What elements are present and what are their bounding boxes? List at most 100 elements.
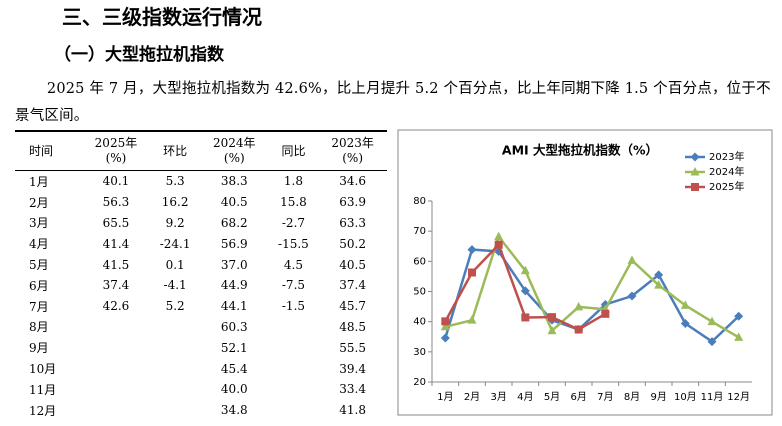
legend-label: 2024年 [709,165,744,178]
table-cell: 60.3 [220,319,248,334]
table-row: 12月 34.8 41.8 [15,400,387,421]
table-cell: 44.9 [220,278,248,293]
table-cell: 33.4 [339,382,366,397]
marker [574,325,583,334]
table-cell: 1.8 [283,174,303,189]
table-cell: 12月 [29,403,57,418]
header-cell: 2024年 (%) [199,130,269,171]
table-cell: 16.2 [161,195,189,210]
marker [440,321,450,331]
y-tick-label: 30 [413,347,426,358]
table-cell [150,317,200,338]
table-cell: 45.7 [339,299,366,314]
marker [691,183,699,191]
y-tick-label: 20 [413,377,426,388]
table-cell: 8月 [29,320,49,335]
table-cell: 5.2 [165,299,185,314]
table-cell: -7.5 [281,278,306,293]
header-cell: 时间 [15,130,82,171]
table-cell: 9.2 [165,215,185,230]
header-cell: 2025年 (%) [81,130,151,171]
table-cell: 11月 [29,382,57,397]
table-cell: 34.8 [220,403,248,418]
marker [627,255,637,264]
table-cell: 48.5 [339,319,366,334]
table-cell: 2月 [29,195,49,210]
marker [654,280,664,289]
marker [680,300,690,309]
data-table: 时间 2025年 (%) 环比 2024年 (%) 同比 2023年 (%) 1月 40.1 5… [15,130,387,421]
table-cell: 40.1 [102,174,130,189]
table-cell: 39.4 [339,361,366,376]
table-cell [269,317,319,338]
marker [547,325,557,335]
table-cell: 6月 [29,278,49,293]
y-tick-label: 70 [413,226,426,237]
table-cell: 52.1 [220,340,248,355]
x-tick-label: 11月 [701,391,724,403]
table-row: 4月 41.4 -24.1 56.9 -15.5 50.2 [15,233,387,254]
table-cell: 63.9 [339,195,366,210]
marker [707,316,717,326]
marker [690,152,700,162]
y-tick-label: 40 [413,317,426,328]
paragraph: 2025 年 7 月，大型拖拉机指数为 42.6%，比上月提升 5.2 个百分点… [15,81,771,124]
table-cell: 50.2 [339,236,366,251]
table-cell: 7月 [29,299,49,314]
x-tick-label: 7月 [597,391,613,403]
table-cell: 68.2 [220,215,248,230]
table-cell [82,379,151,400]
table-cell [150,379,200,400]
x-tick-label: 9月 [650,391,666,403]
subheading: （一）大型拖拉机指数 [54,45,224,65]
table-cell [150,337,200,358]
table-cell: 41.8 [339,403,366,418]
table-cell [82,400,151,421]
marker [521,313,530,322]
marker [441,317,450,326]
table-row: 1月 40.1 5.3 38.3 1.8 34.6 [15,171,387,192]
table-cell: 5月 [29,258,49,273]
marker [690,167,700,176]
table-cell: -2.7 [281,215,306,230]
table-cell: 37.0 [220,257,248,272]
table-cell: 65.5 [102,215,130,230]
marker [707,337,717,347]
x-tick-label: 6月 [570,391,586,403]
table-cell: -15.5 [278,236,309,251]
table-cell: 44.1 [220,299,248,314]
table-cell [150,358,200,379]
marker [601,309,610,318]
table-row: 11月 40.0 33.4 [15,379,387,400]
y-tick-label: 50 [413,287,426,298]
table-cell: 37.4 [102,278,130,293]
marker [440,333,450,343]
table-cell: 56.9 [220,236,248,251]
table-cell: -1.5 [281,299,306,314]
marker [627,291,637,301]
chart-frame [397,129,773,416]
table-cell: 15.8 [280,195,307,210]
marker [520,265,530,275]
x-tick-label: 10月 [674,391,697,403]
table-cell: 4月 [29,237,49,252]
table-cell [269,400,319,421]
marker [548,313,556,322]
table-cell [82,337,151,358]
marker [494,240,503,249]
marker [734,332,744,341]
header-cell: 同比 [268,130,319,171]
table-cell: 38.3 [220,174,248,189]
table-row: 10月 45.4 39.4 [15,358,387,379]
x-tick-label: 4月 [517,391,533,403]
table-cell: 10月 [29,362,57,377]
table-cell: 42.6 [102,299,130,314]
table-cell [150,400,200,421]
table-cell: 40.0 [220,382,248,397]
table-cell: -4.1 [163,278,187,293]
marker [680,318,690,328]
marker [574,301,584,311]
x-tick-label: 8月 [624,391,640,403]
table-cell: 9月 [29,341,49,356]
